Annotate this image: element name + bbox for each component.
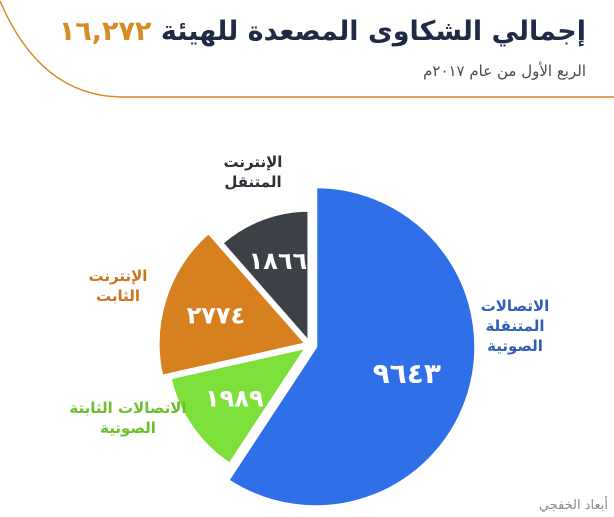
slice-category-label-3: الإنترنت الثابت bbox=[88, 267, 148, 305]
credit-watermark: أبعاد الخفجي bbox=[538, 498, 608, 513]
slice-value-label-4: ١٨٦٦ bbox=[249, 247, 308, 275]
title-text: إجمالي الشكاوى المصعدة للهيئة bbox=[160, 16, 586, 47]
slice-value-label-1: ٩٦٤٣ bbox=[373, 357, 441, 390]
slice-category-label-4: الإنترنت المتنقل bbox=[223, 153, 283, 191]
title-total: ١٦,٢٧٢ bbox=[58, 16, 152, 47]
pie-slices bbox=[156, 185, 478, 509]
page-title: إجمالي الشكاوى المصعدة للهيئة ١٦,٢٧٢ bbox=[59, 16, 586, 47]
page-subtitle: الربع الأول من عام ٢٠١٧م bbox=[423, 62, 586, 80]
slice-value-label-2: ١٩٨٩ bbox=[205, 384, 264, 412]
pie-slice-3 bbox=[156, 230, 309, 378]
slice-category-label-2: الاتصالات الثابتة الصوتية bbox=[69, 399, 187, 437]
header: إجمالي الشكاوى المصعدة للهيئة ١٦,٢٧٢ الر… bbox=[0, 0, 614, 100]
slice-value-label-3: ٢٧٧٤ bbox=[187, 301, 246, 329]
pie-slice-1 bbox=[225, 185, 478, 509]
pie-slice-4 bbox=[219, 208, 311, 347]
header-rule bbox=[0, 0, 614, 98]
pie-slice-2 bbox=[168, 344, 311, 467]
slice-category-label-1: الاتصالات المتنقلة الصوتية bbox=[480, 297, 550, 355]
